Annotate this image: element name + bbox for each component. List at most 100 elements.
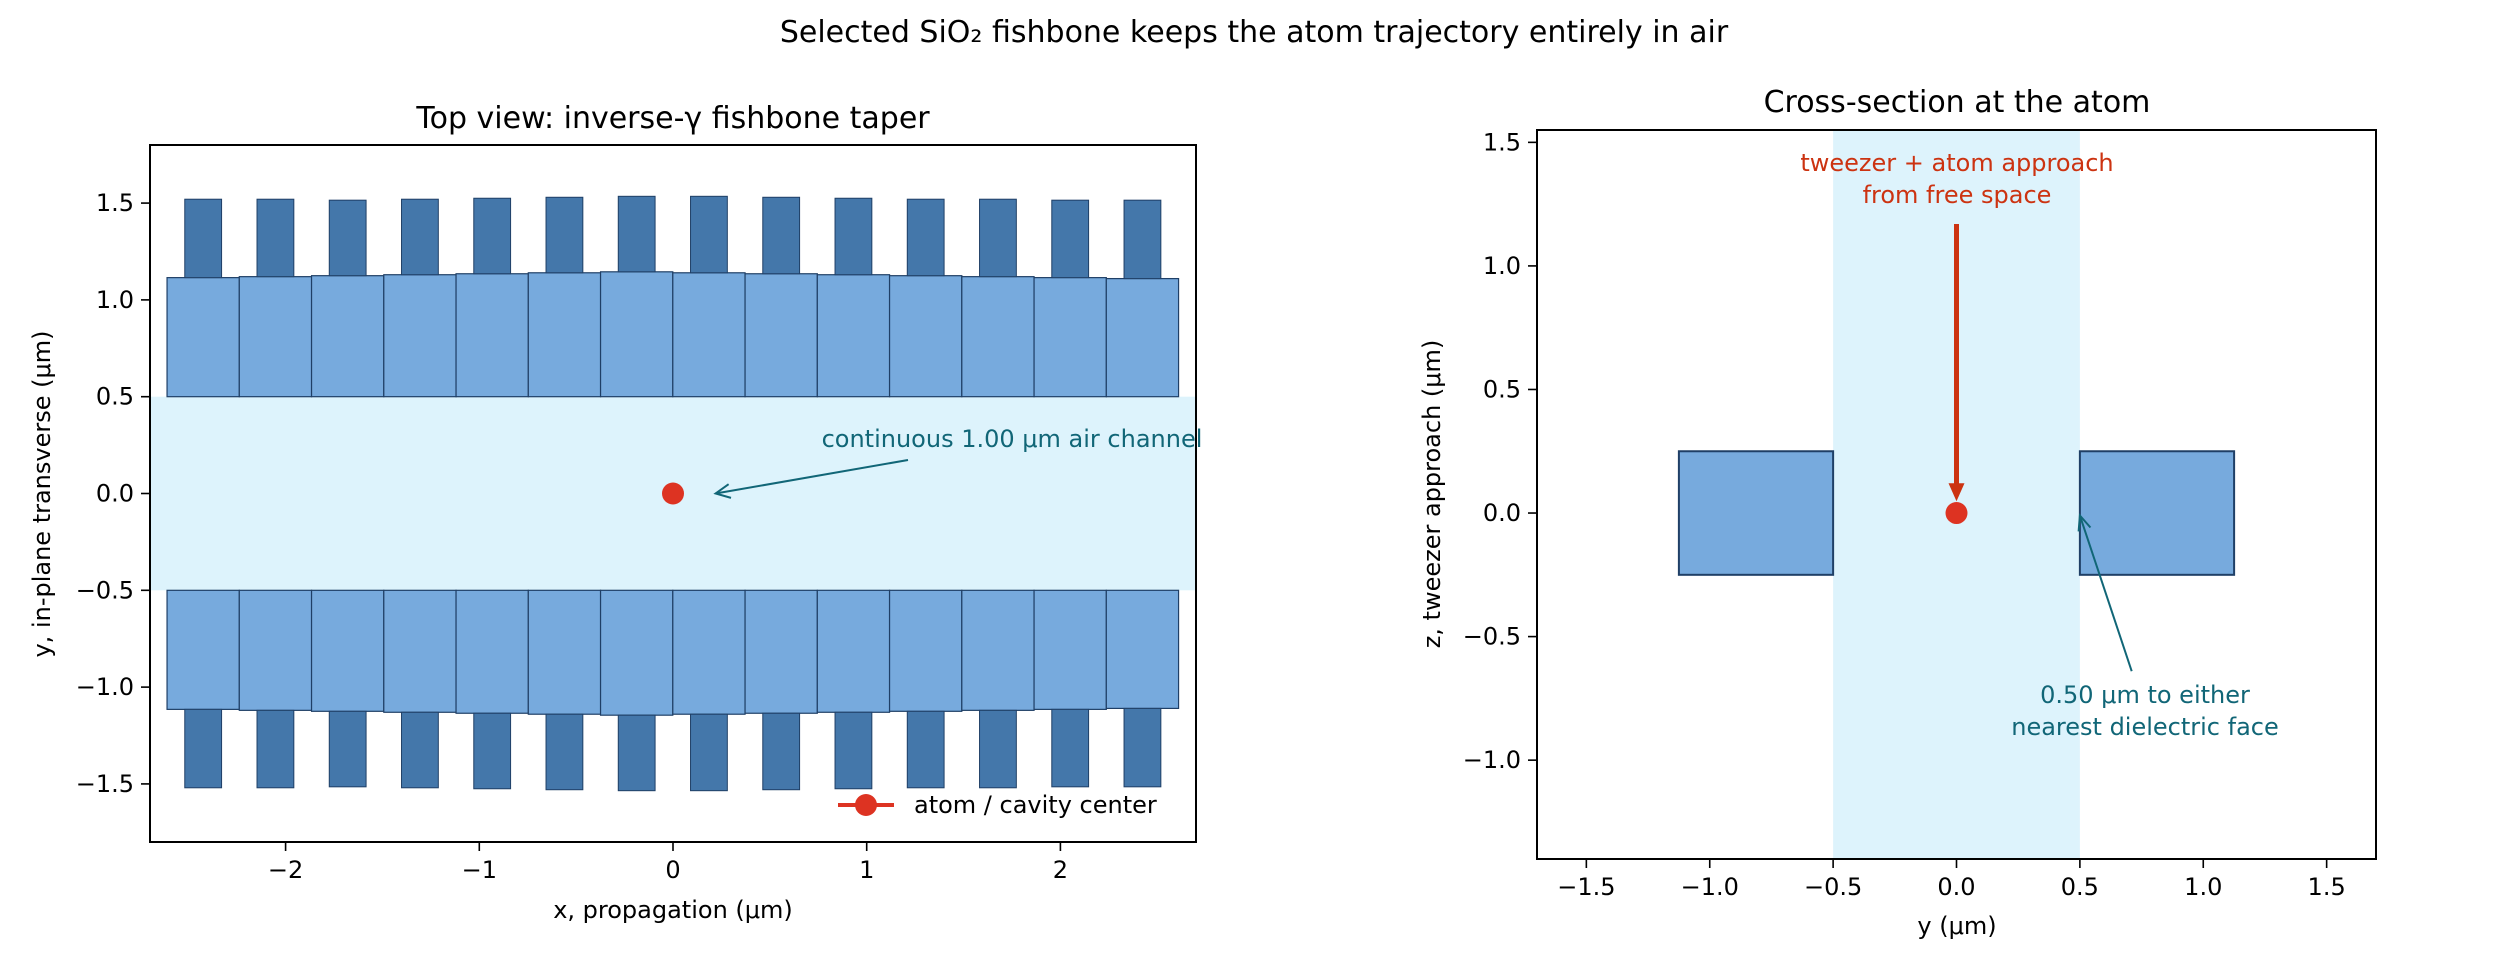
lower-tooth bbox=[184, 708, 223, 789]
atom-marker-cross-section bbox=[1945, 502, 1968, 525]
tweezer-arrowhead bbox=[1948, 483, 1965, 502]
lower-rib-cell bbox=[1105, 589, 1180, 710]
upper-rib-cell bbox=[816, 274, 891, 398]
air-channel-arrowhead bbox=[713, 483, 732, 499]
x-tick-label: −2 bbox=[268, 856, 303, 884]
upper-tooth bbox=[690, 195, 728, 274]
lower-tooth bbox=[401, 711, 439, 789]
upper-rib-cell bbox=[1105, 277, 1180, 398]
lower-rib-cell bbox=[166, 589, 240, 710]
upper-rib-cell bbox=[527, 272, 602, 398]
lower-tooth bbox=[834, 711, 873, 790]
lower-rib-cell bbox=[238, 589, 313, 711]
x-tick-label: −1 bbox=[462, 856, 497, 884]
x-tick-label: 0.0 bbox=[1937, 873, 1975, 901]
lower-tooth bbox=[1123, 707, 1162, 788]
lower-rib-cell bbox=[310, 589, 385, 712]
lower-tooth bbox=[617, 714, 656, 792]
y-tick-label: −1.0 bbox=[1463, 746, 1521, 774]
air-channel-arrow bbox=[715, 459, 909, 495]
lower-rib-cell bbox=[816, 589, 891, 713]
legend-atom-label: atom / cavity center bbox=[914, 791, 1157, 819]
top-view-xlabel: x, propagation (μm) bbox=[553, 896, 793, 924]
top-view-y-ticks: −1.5 −1.0 −0.5 0.0 0.5 1.0 1.5 bbox=[76, 189, 150, 798]
upper-tooth bbox=[328, 199, 367, 277]
upper-tooth bbox=[834, 197, 873, 276]
lower-rib-cell bbox=[599, 589, 674, 716]
left-dielectric-slab bbox=[1677, 450, 1835, 576]
upper-rib-cell bbox=[888, 275, 963, 398]
upper-tooth bbox=[401, 198, 439, 276]
x-tick-label: 0.5 bbox=[2061, 873, 2099, 901]
lower-rib-cell bbox=[455, 589, 529, 714]
lower-tooth bbox=[762, 712, 801, 791]
top-view-x-ticks: −2 −1 0 1 2 bbox=[268, 842, 1068, 884]
top-view-panel: Top view: inverse-γ fishbone taper −2 −1 0… bbox=[28, 101, 1202, 924]
y-tick-label: 1.0 bbox=[96, 286, 134, 314]
cross-section-x-ticks: −1.5 −1.0 −0.5 0.0 0.5 1.0 1.5 bbox=[1557, 859, 2346, 901]
upper-rib-cell bbox=[672, 272, 746, 398]
x-tick-label: −1.0 bbox=[1681, 873, 1739, 901]
upper-tooth bbox=[762, 196, 801, 275]
upper-rib-cell bbox=[310, 275, 385, 398]
x-tick-label: 1 bbox=[859, 856, 874, 884]
lower-tooth bbox=[1051, 708, 1090, 788]
upper-tooth bbox=[979, 198, 1017, 278]
upper-tooth bbox=[1123, 199, 1162, 280]
lower-tooth bbox=[328, 710, 367, 788]
upper-tooth bbox=[545, 196, 584, 274]
gap-arrowhead bbox=[2077, 513, 2092, 532]
upper-tooth bbox=[256, 198, 295, 278]
upper-rib-cell bbox=[455, 273, 529, 398]
upper-tooth bbox=[1051, 199, 1090, 279]
gap-annotation-line2: nearest dielectric face bbox=[2011, 713, 2279, 741]
top-view-ylabel: y, in-plane transverse (μm) bbox=[28, 330, 56, 657]
lower-tooth bbox=[473, 712, 512, 790]
y-tick-label: 1.5 bbox=[1483, 128, 1521, 156]
cross-section-ylabel: z, tweezer approach (μm) bbox=[1418, 340, 1446, 649]
upper-tooth bbox=[617, 195, 656, 273]
y-tick-label: −1.5 bbox=[76, 770, 134, 798]
upper-rib-cell bbox=[238, 276, 313, 398]
cross-section-y-ticks: −1.0 −0.5 0.0 0.5 1.0 1.5 bbox=[1463, 128, 1537, 774]
lower-tooth bbox=[690, 713, 728, 792]
x-tick-label: 0 bbox=[665, 856, 680, 884]
lower-rib-cell bbox=[744, 589, 818, 714]
cross-section-title: Cross-section at the atom bbox=[1764, 85, 2151, 120]
gap-annotation-line1: 0.50 μm to either bbox=[2040, 681, 2250, 709]
x-tick-label: 2 bbox=[1053, 856, 1068, 884]
air-channel-annotation: continuous 1.00 μm air channel bbox=[822, 425, 1203, 453]
y-tick-label: −0.5 bbox=[1463, 623, 1521, 651]
y-tick-label: 0.5 bbox=[96, 383, 134, 411]
tweezer-annotation-line1: tweezer + atom approach bbox=[1800, 149, 2113, 177]
upper-rib-cell bbox=[744, 273, 818, 398]
figure-suptitle: Selected SiO₂ fishbone keeps the atom tr… bbox=[780, 15, 1729, 50]
cross-section-panel: Cross-section at the atom −1.5 −1.0 −0.5 0.… bbox=[1418, 85, 2377, 940]
lower-rib-cell bbox=[672, 589, 746, 715]
lower-rib-cell bbox=[527, 589, 602, 715]
y-tick-label: −1.0 bbox=[76, 673, 134, 701]
upper-rib-cell bbox=[166, 277, 240, 398]
y-tick-label: 0.0 bbox=[1483, 499, 1521, 527]
top-view-plot-area bbox=[166, 195, 1180, 792]
lower-rib-cell bbox=[888, 589, 963, 712]
y-tick-label: 0.0 bbox=[96, 480, 134, 508]
gap-arrow bbox=[2078, 515, 2133, 672]
upper-rib-cell bbox=[961, 276, 1035, 398]
lower-tooth bbox=[906, 710, 945, 789]
x-tick-label: −0.5 bbox=[1804, 873, 1862, 901]
lower-rib-cell bbox=[383, 589, 457, 713]
cross-section-annotations: tweezer + atom approach from free space … bbox=[1800, 149, 2278, 741]
lower-rib-cell bbox=[961, 589, 1035, 711]
y-tick-label: −0.5 bbox=[76, 576, 134, 604]
upper-tooth bbox=[906, 198, 945, 277]
y-tick-label: 0.5 bbox=[1483, 375, 1521, 403]
top-view-annotation: continuous 1.00 μm air channel bbox=[713, 425, 1203, 499]
upper-rib-cell bbox=[1033, 277, 1107, 398]
upper-tooth bbox=[473, 197, 512, 275]
lower-tooth bbox=[545, 713, 584, 791]
top-view-legend: atom / cavity center bbox=[838, 791, 1157, 819]
lower-tooth bbox=[256, 709, 295, 789]
y-tick-label: 1.5 bbox=[96, 189, 134, 217]
